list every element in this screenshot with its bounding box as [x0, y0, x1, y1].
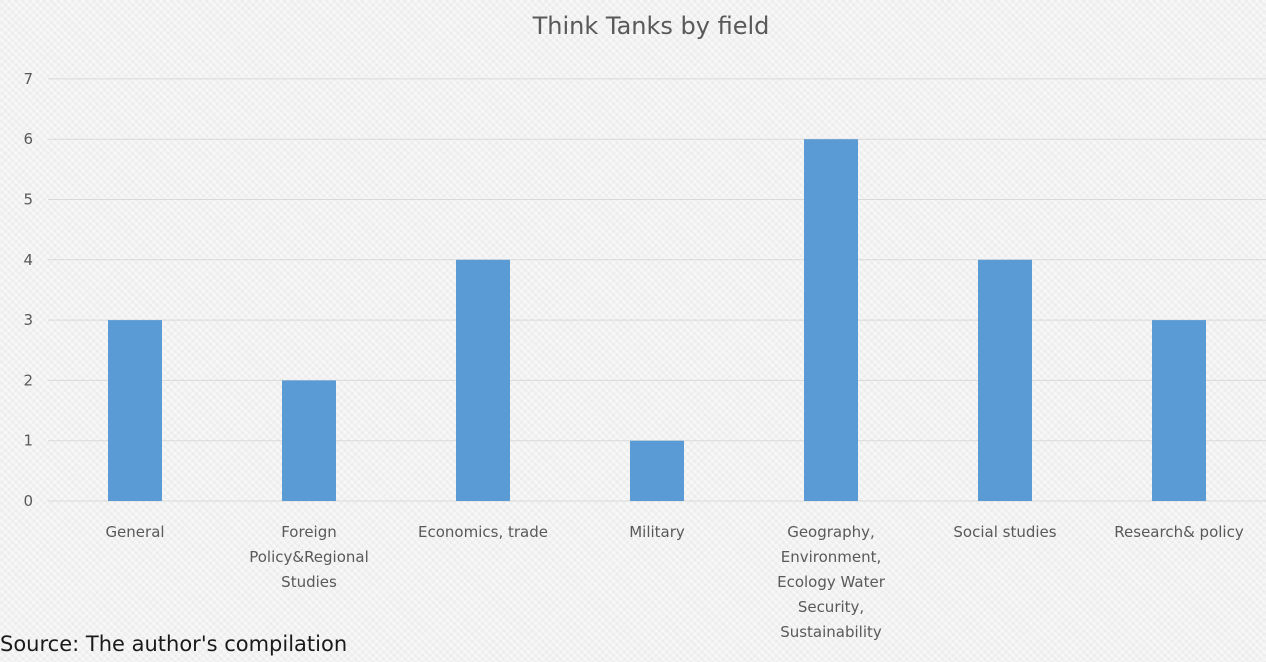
x-tick-label-line: Environment,	[781, 548, 882, 566]
x-tick-label-line: Security,	[798, 598, 864, 616]
x-tick-label-line: Military	[629, 523, 685, 541]
y-axis-tick-labels: 0 1 2 3 4 5 6 7	[23, 70, 33, 510]
x-tick-label: Geography, Environment, Ecology Water Secur…	[777, 523, 886, 641]
x-tick-label: General	[105, 523, 164, 541]
x-tick-label-line: Economics, trade	[418, 523, 548, 541]
x-tick-label: Military	[629, 523, 685, 541]
x-tick-label-line: Policy&Regional	[249, 548, 369, 566]
y-tick-label: 7	[23, 70, 33, 88]
bar	[630, 440, 684, 501]
x-tick-label-line: General	[105, 523, 164, 541]
x-axis-tick-labels: General Foreign Policy&Regional Studies Econ…	[105, 523, 1243, 641]
bar	[282, 380, 336, 501]
x-tick-label: Research& policy	[1114, 523, 1244, 541]
x-tick-label: Foreign Policy&Regional Studies	[249, 523, 369, 591]
bar	[978, 259, 1032, 501]
bar	[1152, 320, 1206, 501]
x-tick-label: Economics, trade	[418, 523, 548, 541]
source-note: Source: The author's compilation	[0, 632, 348, 656]
y-tick-label: 2	[23, 371, 33, 389]
x-tick-label: Social studies	[953, 523, 1056, 541]
bar	[108, 320, 162, 501]
x-tick-label-line: Research& policy	[1114, 523, 1244, 541]
x-tick-label-line: Sustainability	[780, 623, 882, 641]
x-tick-label-line: Social studies	[953, 523, 1056, 541]
bar	[456, 259, 510, 501]
y-tick-label: 3	[23, 311, 33, 329]
x-tick-label-line: Ecology Water	[777, 573, 886, 591]
y-tick-label: 5	[23, 191, 33, 209]
bar	[804, 139, 858, 501]
bars	[108, 139, 1206, 501]
gridlines	[48, 78, 1266, 502]
x-tick-label-line: Foreign	[281, 523, 337, 541]
x-tick-label-line: Studies	[281, 573, 337, 591]
y-tick-label: 4	[23, 251, 33, 269]
chart-title: Think Tanks by field	[532, 12, 770, 40]
y-tick-label: 1	[23, 432, 33, 450]
y-tick-label: 0	[23, 492, 33, 510]
x-tick-label-line: Geography,	[787, 523, 875, 541]
y-tick-label: 6	[23, 130, 33, 148]
